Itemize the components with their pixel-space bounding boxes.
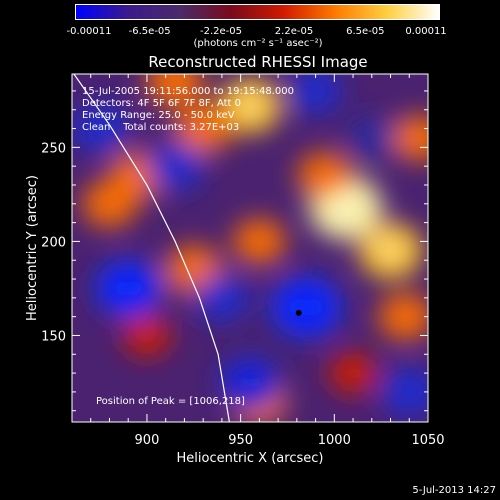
x-tick-label: 950 [228, 433, 253, 448]
colorbar-tick-label: 0.00011 [405, 26, 447, 37]
annotation-line: Clean Total counts: 3.27E+03 [82, 122, 240, 133]
plot-frame [71, 73, 429, 423]
heatmap-image [72, 74, 428, 422]
colorbar-tick-label: -6.5e-05 [128, 26, 171, 37]
heatmap-blob [72, 103, 129, 154]
heatmap-blob [392, 114, 428, 161]
annotation-line: Detectors: 4F 5F 6F 7F 8F, Att 0 [82, 98, 242, 109]
heatmap-blob [380, 367, 428, 417]
annotation-line: 15-Jul-2005 19:11:56.000 to 19:15:48.000 [82, 86, 294, 97]
heatmap-blob [328, 351, 378, 395]
heatmap-core [377, 240, 404, 262]
heatmap-core [115, 278, 142, 299]
axes: 900 950 1000 1050 150 200 250 Heliocentric X (a… [25, 73, 445, 466]
heatmap-blob [194, 273, 250, 322]
heatmap-blob [146, 141, 204, 191]
heatmap-blob [297, 151, 353, 200]
heatmap-blob [347, 116, 397, 160]
chart-title: Reconstructed RHESSI Image [148, 53, 368, 71]
y-axis-label: Heliocentric Y (arcsec) [25, 175, 40, 321]
peak-position-label: Position of Peak = [1006,218] [96, 396, 245, 407]
colorbar-unit-label: (photons cm⁻² s⁻¹ asec⁻²) [193, 38, 323, 49]
annotation-line: Energy Range: 25.0 - 50.0 keV [82, 110, 235, 121]
peak-marker [295, 309, 302, 316]
colorbar-tick-label: -2.2e-05 [200, 26, 242, 37]
y-tick-label: 150 [41, 329, 66, 344]
heatmap-blob [378, 292, 428, 341]
colorbar-tick-label: -0.00011 [66, 26, 112, 37]
x-tick-label: 1000 [318, 433, 351, 448]
y-tick-label: 250 [41, 141, 66, 156]
x-tick-label: 1050 [411, 433, 444, 448]
x-axis-label: Heliocentric X (arcsec) [177, 451, 324, 466]
heatmap-blob [146, 74, 204, 107]
heatmap-blob [289, 74, 343, 114]
heatmap-blob [174, 103, 232, 154]
solar-limb-curve [73, 74, 230, 422]
heatmap-blob [122, 314, 172, 357]
footer-date: 5-Jul-2013 14:27 [412, 485, 496, 496]
heatmap-core [237, 372, 263, 393]
x-tick-label: 900 [135, 433, 160, 448]
y-tick-label: 200 [41, 235, 66, 250]
overlay-layer [73, 74, 302, 422]
heatmap-core [237, 95, 263, 116]
heatmap-core [331, 196, 360, 219]
colorbar-tick-label: 6.5e-05 [346, 26, 385, 37]
colorbar-tick-label: 2.2e-05 [274, 26, 314, 37]
heatmap-blob [232, 218, 286, 265]
colorbar [75, 4, 440, 20]
